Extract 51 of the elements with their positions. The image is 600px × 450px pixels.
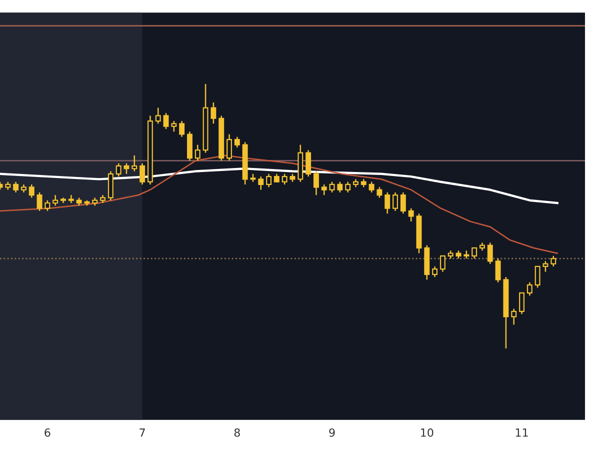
candlestick — [376, 186, 382, 198]
candlestick — [472, 247, 478, 260]
candlestick — [306, 149, 312, 178]
candlestick — [171, 120, 177, 132]
candlestick — [266, 173, 272, 188]
candlestick — [368, 181, 374, 194]
candlestick — [282, 173, 288, 186]
candlestick — [163, 112, 169, 130]
candlestick — [210, 102, 216, 124]
candlestick — [226, 134, 232, 162]
candlestick — [400, 192, 406, 214]
candlestick — [550, 255, 556, 268]
candlestick — [495, 258, 501, 283]
x-tick-label: 10 — [421, 428, 434, 437]
candlestick — [194, 144, 200, 162]
candlestick — [321, 184, 327, 196]
candlestick — [487, 242, 493, 264]
candlestick — [542, 260, 548, 272]
candlestick — [534, 266, 540, 288]
x-tick-label: 11 — [516, 428, 528, 437]
candlestick — [124, 162, 130, 175]
candlestick — [329, 181, 335, 194]
candlestick — [140, 162, 146, 186]
candlestick — [52, 194, 58, 206]
candlestick — [519, 292, 524, 315]
candlestick — [345, 181, 351, 194]
candlestick — [384, 192, 390, 214]
candlestick — [108, 170, 114, 201]
candlestick — [234, 136, 240, 148]
candlestick — [44, 200, 50, 212]
candlestick — [116, 162, 122, 178]
candlestick — [28, 184, 34, 198]
x-tick-label: 8 — [234, 428, 240, 437]
candlestick — [440, 255, 446, 272]
candlestick — [526, 282, 532, 296]
candlestick — [13, 181, 19, 194]
candlestick — [187, 130, 192, 162]
candlestick — [313, 170, 319, 196]
candlestick — [392, 192, 398, 212]
candlestick — [511, 308, 517, 326]
candlestick — [179, 120, 185, 138]
candlestick — [155, 107, 161, 124]
candlestick — [36, 192, 42, 212]
candlestick — [132, 154, 138, 172]
candlestick — [408, 208, 414, 222]
x-tick-label: 6 — [44, 428, 50, 437]
candlestick — [432, 266, 438, 278]
candlestick — [337, 181, 343, 194]
x-tick-label: 7 — [140, 428, 145, 437]
x-tick-label: 9 — [329, 428, 335, 437]
candlestick — [258, 176, 264, 190]
